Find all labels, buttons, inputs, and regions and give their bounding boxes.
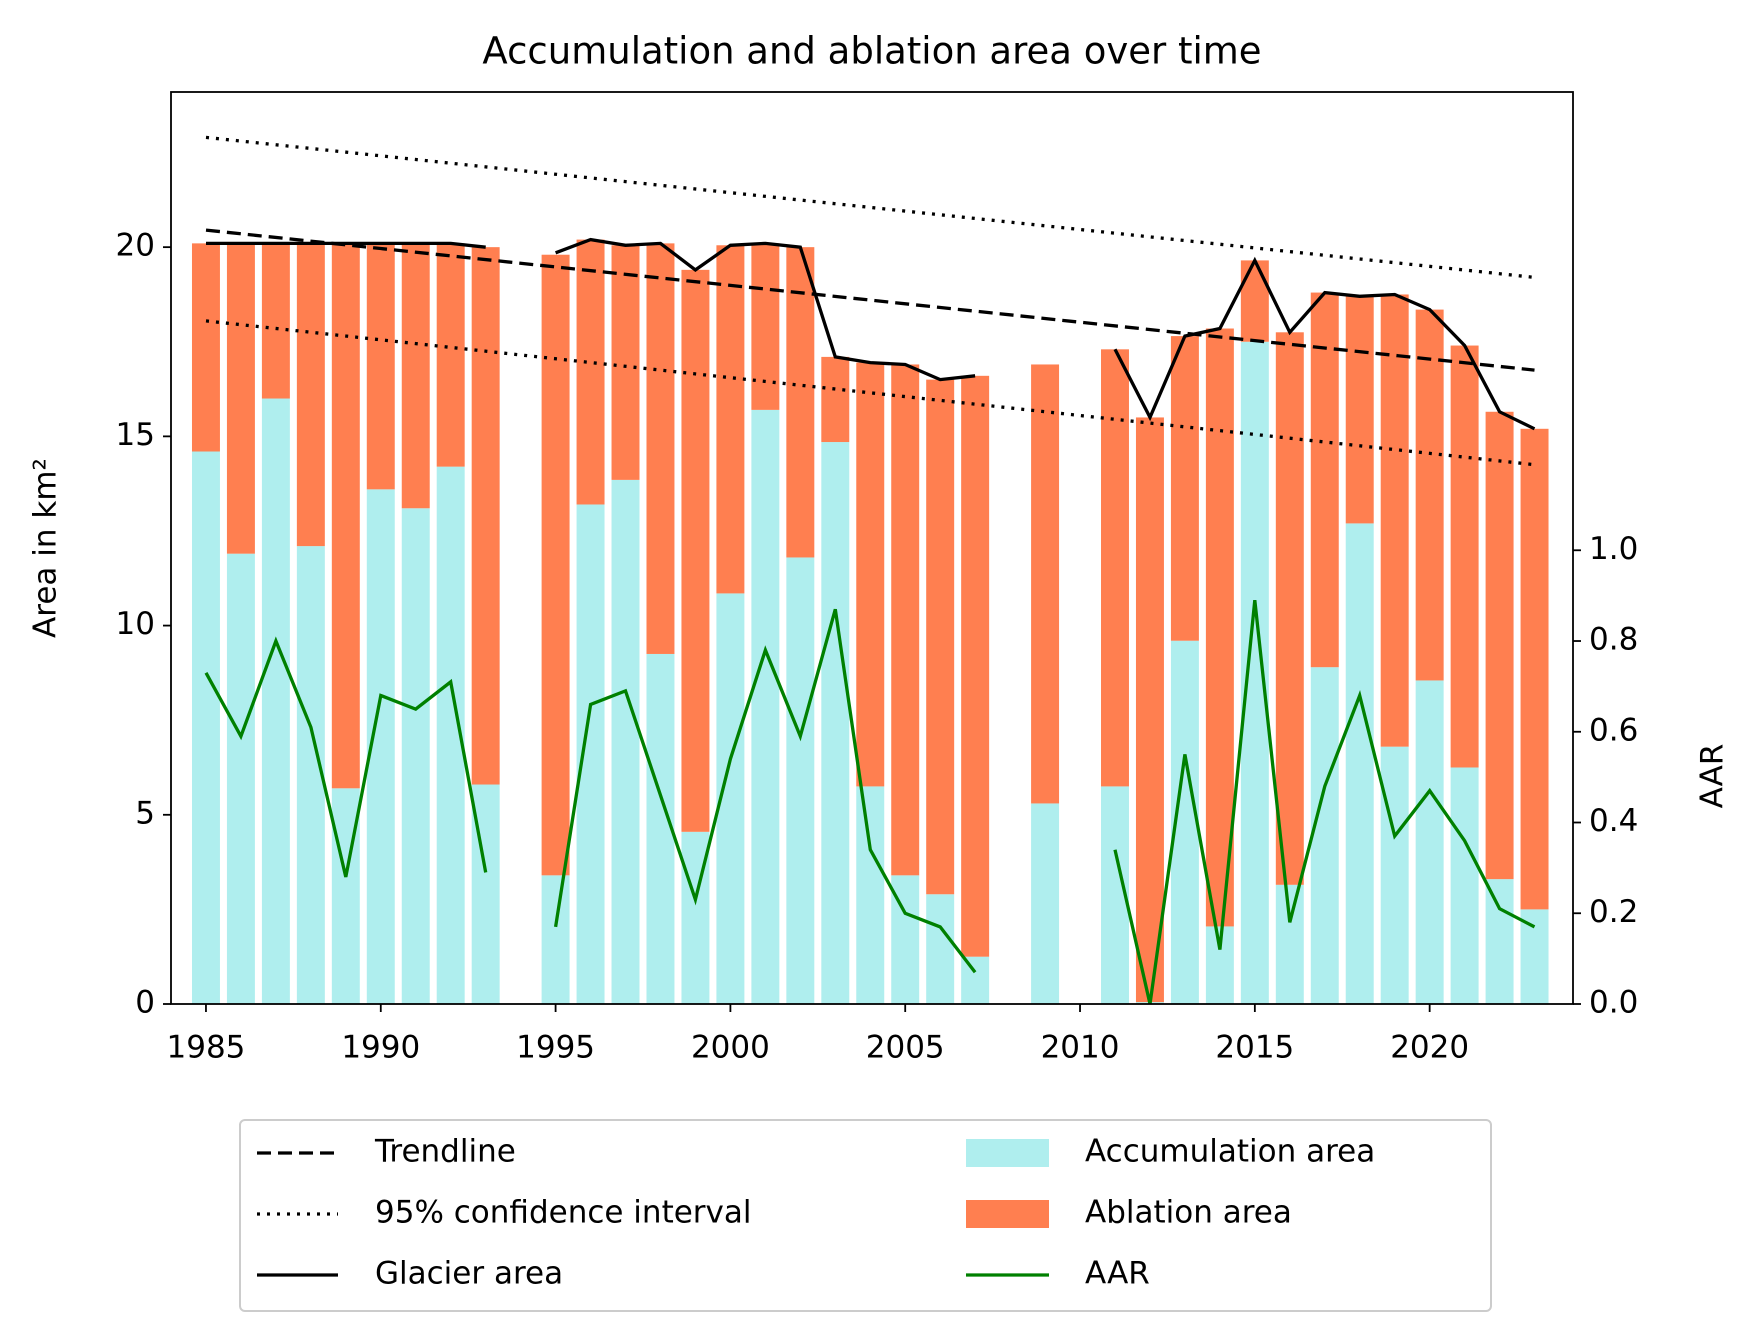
ablation-bar [1345, 296, 1374, 524]
ablation-bar [1485, 411, 1514, 880]
ablation-bar [1101, 349, 1129, 787]
plot-frame [170, 91, 1574, 1005]
legend-label: Accumulation area [1085, 1134, 1375, 1170]
accumulation-bar [401, 508, 430, 1004]
accumulation-bar [961, 956, 990, 1004]
accumulation-bar [611, 479, 640, 1005]
y2-axis-label: AAR [1695, 744, 1731, 809]
accumulation-bar [856, 786, 885, 1004]
ablation-bar [1380, 294, 1409, 747]
ablation-bar [1415, 309, 1444, 681]
chart-title: Accumulation and ablation area over time [482, 30, 1261, 73]
legend-box [239, 1119, 1492, 1312]
ablation-bar [1135, 417, 1164, 1003]
ablation-bar [1170, 336, 1199, 641]
x-tick-label: 1995 [516, 1030, 595, 1066]
y-tick-label: 5 [135, 795, 155, 831]
accumulation-bar [1031, 803, 1060, 1004]
y2-tick-label: 0.4 [1589, 803, 1638, 839]
accumulation-bar [191, 451, 220, 1004]
trendline [205, 228, 1535, 372]
ablation-bar [436, 243, 465, 467]
ablation-bar [191, 243, 220, 452]
accumulation-bar [1310, 667, 1339, 1004]
y2-tick-label: 0.0 [1589, 985, 1638, 1021]
x-tick-label: 2015 [1215, 1030, 1294, 1066]
x-tick-label: 2000 [691, 1030, 770, 1066]
accumulation-bar [786, 557, 815, 1004]
accumulation-bar [1485, 879, 1514, 1004]
line-3 [204, 600, 1536, 1005]
legend-label: Glacier area [375, 1256, 563, 1292]
accumulation-bar [541, 875, 570, 1004]
y2-tick-label: 0.6 [1589, 712, 1638, 748]
accumulation-bar [1275, 884, 1304, 1004]
ablation-bar [891, 364, 920, 876]
y-tick-label: 20 [116, 228, 155, 264]
legend-label: Trendline [374, 1134, 516, 1170]
confidence-line [205, 135, 1535, 280]
confidence-line [205, 319, 1535, 467]
ablation-bar [471, 247, 500, 785]
ablation-bar [681, 269, 710, 832]
legend-label: 95% confidence interval [375, 1195, 752, 1231]
x-tick-label: 1985 [167, 1030, 246, 1066]
ablation-bar [401, 243, 430, 509]
ablation-bar [226, 243, 255, 554]
ablation-bar [1240, 260, 1269, 342]
accumulation-bar [751, 409, 780, 1005]
ablation-bar [576, 239, 605, 505]
legend-swatch [966, 1200, 1049, 1228]
ablation-bar [1275, 332, 1304, 885]
accumulation-bar [926, 894, 955, 1004]
accumulation-bar [1450, 767, 1479, 1004]
accumulation-bar [296, 546, 325, 1004]
y-tick-label: 10 [116, 606, 155, 642]
accumulation-bar [261, 398, 290, 1004]
accumulation-bar [1415, 680, 1444, 1004]
ablation-bar [1310, 292, 1339, 668]
accumulation-bar [1380, 746, 1409, 1004]
ablation-bar [611, 245, 640, 480]
x-tick-label: 2005 [866, 1030, 945, 1066]
x-tick-label: 1990 [341, 1030, 420, 1066]
ablation-bar [296, 243, 325, 547]
ablation-bar [716, 245, 745, 594]
ablation-bar [821, 356, 850, 443]
ablation-bar [856, 362, 885, 787]
y2-tick-label: 0.8 [1589, 622, 1638, 658]
y2-tick-label: 0.2 [1589, 894, 1638, 930]
ablation-bar [646, 243, 675, 654]
ablation-bar [541, 254, 570, 876]
y2-tick-label: 1.0 [1589, 531, 1638, 567]
accumulation-bar [226, 553, 255, 1004]
legend-label: AAR [1085, 1256, 1150, 1292]
accumulation-bar [576, 504, 605, 1004]
ablation-bar [1520, 428, 1549, 910]
accumulation-bar [1345, 523, 1374, 1004]
ablation-bar [1031, 364, 1060, 804]
y-tick-label: 15 [116, 417, 155, 453]
ablation-bar [751, 243, 780, 410]
legend-swatch [966, 1139, 1049, 1167]
ablation-bar [366, 243, 395, 490]
y-tick-label: 0 [135, 985, 155, 1021]
legend-label: Ablation area [1085, 1195, 1292, 1231]
ablation-bar [961, 375, 990, 957]
ablation-bar [261, 243, 290, 399]
x-tick-label: 2020 [1390, 1030, 1469, 1066]
accumulation-bar [821, 442, 850, 1004]
y-axis-label: Area in km² [28, 458, 64, 638]
line-2 [206, 237, 1536, 431]
x-tick-label: 2010 [1041, 1030, 1120, 1066]
ablation-bar [926, 379, 955, 895]
ablation-bar [331, 243, 360, 789]
ablation-bar [1450, 345, 1479, 768]
accumulation-bar [646, 653, 675, 1004]
ablation-bar [786, 247, 815, 558]
accumulation-bar [1240, 341, 1269, 1004]
